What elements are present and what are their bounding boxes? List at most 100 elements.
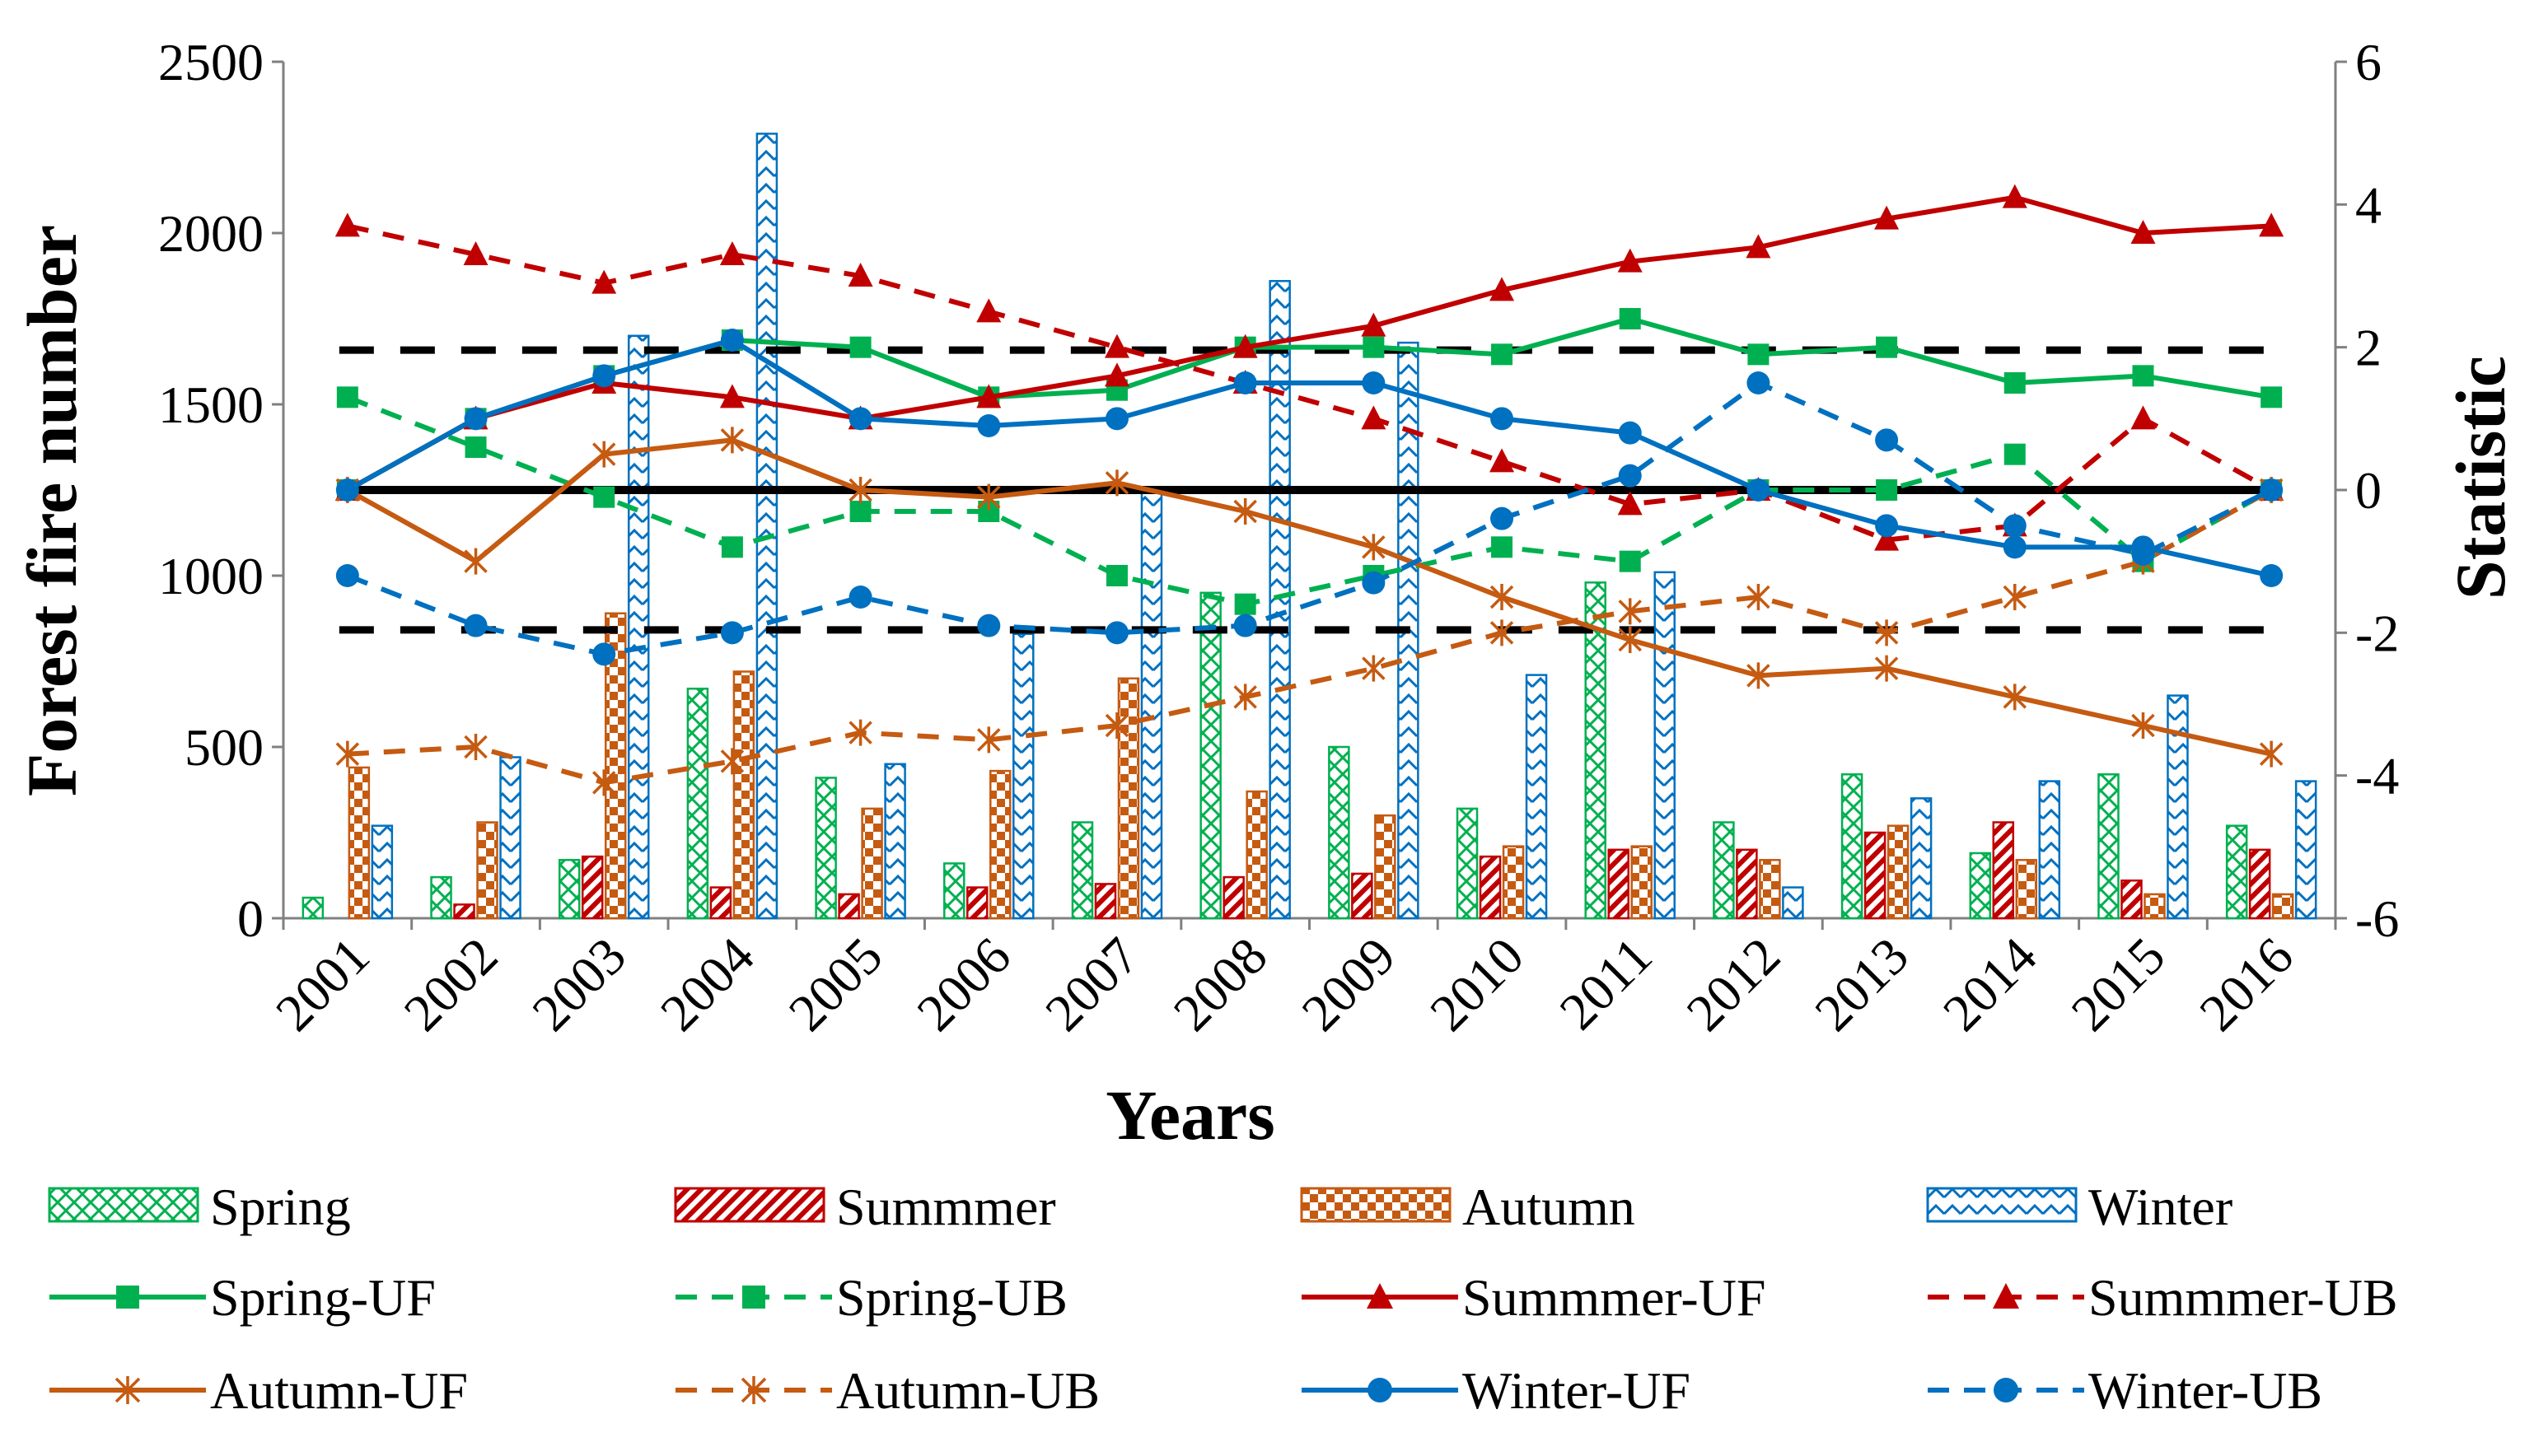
x-tick-label: 2006 (905, 926, 1022, 1043)
point-winter-ub (1233, 614, 1257, 637)
point-autumn-ub (1746, 584, 1770, 610)
point-summmer-ub (1617, 491, 1643, 516)
y-tick-label: 0 (237, 889, 264, 948)
y-tick-label: 2500 (158, 33, 264, 91)
reference-lines (339, 346, 2280, 634)
bar-autumn (1502, 845, 1525, 920)
bar-spring (2225, 824, 2248, 920)
bar-spring (943, 862, 965, 920)
point-summmer-ub (1361, 405, 1386, 430)
bar-summmer (2120, 879, 2143, 920)
point-winter-uf (335, 478, 359, 502)
legend-marker (116, 1286, 139, 1309)
bar-autumn (732, 670, 755, 920)
bar-summmer (453, 903, 475, 920)
legend-swatch (1926, 1187, 2078, 1223)
bar-spring (1584, 581, 1606, 920)
y2-tick-label: -6 (2355, 889, 2399, 948)
legend-item: Winter (1926, 1178, 2232, 1236)
bar-spring (1713, 821, 1735, 920)
legend-label: Autumn-UB (836, 1361, 1100, 1420)
bar-summmer (1736, 848, 1758, 920)
legend-label: Spring-UB (836, 1268, 1068, 1327)
legend-marker (1367, 1283, 1393, 1309)
point-summmer-uf (1874, 205, 1900, 230)
bar-summmer (838, 893, 860, 920)
point-spring-ub (465, 436, 487, 458)
x-tick-label: 2007 (1034, 926, 1150, 1043)
point-winter-ub (1875, 428, 1899, 452)
point-summmer-uf (976, 384, 1002, 408)
point-winter-uf (1490, 407, 1514, 431)
point-winter-ub (335, 564, 359, 587)
point-summmer-ub (976, 298, 1002, 323)
point-summmer-ub (1874, 526, 1900, 551)
point-autumn-ub (1233, 684, 1257, 711)
point-winter-uf (849, 407, 872, 431)
legend-item: Autumn-UF (49, 1361, 468, 1420)
line-autumn-ub (347, 488, 2273, 786)
bar-autumn (1246, 790, 1268, 920)
point-autumn-ub (1618, 598, 1642, 625)
point-winter-ub (1105, 621, 1129, 645)
legend-item: Spring-UF (49, 1268, 436, 1327)
legend-label: Summmer (836, 1178, 1056, 1236)
legend-label: Winter-UF (1462, 1361, 1690, 1420)
point-spring-uf (1876, 336, 1898, 358)
bar-summmer (1607, 848, 1629, 920)
bar-autumn (989, 769, 1012, 920)
point-winter-uf (977, 414, 1001, 437)
point-summmer-ub (848, 263, 873, 287)
line-summmer-uf (346, 194, 2272, 492)
x-tick-label: 2014 (1932, 926, 2048, 1043)
legend-label: Autumn (1462, 1178, 1635, 1236)
bar-winter (2167, 694, 2189, 920)
legend-label: Spring-UF (210, 1268, 436, 1327)
x-tick-label: 2003 (521, 926, 637, 1043)
bar-autumn (2015, 859, 2038, 920)
bar-winter (1269, 279, 1291, 920)
y2-tick-label: 2 (2355, 319, 2382, 377)
legend-marker (1993, 1283, 2019, 1309)
legend-label: Spring (210, 1178, 351, 1236)
point-summmer-ub (591, 269, 617, 294)
point-winter-ub (977, 614, 1001, 637)
x-tick-label: 2011 (1549, 926, 1663, 1041)
line-winter-ub (346, 380, 2273, 657)
bar-winter (1910, 797, 1933, 920)
bar-spring (1456, 807, 1479, 920)
x-tick-label: 2009 (1291, 926, 1407, 1043)
point-spring-uf (1491, 343, 1513, 366)
point-autumn-ub (335, 740, 360, 768)
point-summmer-uf (1361, 312, 1386, 337)
point-winter-uf (1875, 514, 1899, 538)
bar-summmer (1351, 872, 1373, 920)
point-spring-uf (2003, 372, 2026, 394)
legend-marker (115, 1376, 141, 1404)
point-spring-ub (336, 386, 358, 408)
legend-item: Spring (48, 1178, 351, 1236)
bar-autumn (476, 821, 498, 920)
x-tick-label: 2004 (649, 926, 765, 1043)
legend-marker (1368, 1378, 1392, 1402)
bar-spring (1199, 591, 1222, 920)
bar-summmer (1863, 831, 1886, 920)
legend-label: Autumn-UF (210, 1361, 468, 1420)
y2-tick-label: 4 (2355, 175, 2382, 234)
bar-summmer (1479, 855, 1502, 920)
legend-item: Autumn-UB (676, 1361, 1100, 1420)
bar-summmer (1223, 875, 1245, 920)
axis-labels: Years Forest fire number Statistic (12, 225, 2520, 1155)
point-autumn-uf (1874, 655, 1899, 682)
point-autumn-uf (849, 477, 872, 503)
bar-winter (755, 133, 778, 920)
x-tick-label: 2010 (1419, 926, 1535, 1043)
bar-autumn (348, 766, 371, 920)
point-summmer-uf (2002, 184, 2027, 208)
bar-spring (1840, 773, 1863, 920)
legend-label: Summmer-UB (2088, 1268, 2398, 1327)
x-tick-label: 2008 (1162, 926, 1279, 1043)
point-spring-ub (593, 486, 615, 508)
legend-item: Spring-UB (676, 1268, 1068, 1327)
